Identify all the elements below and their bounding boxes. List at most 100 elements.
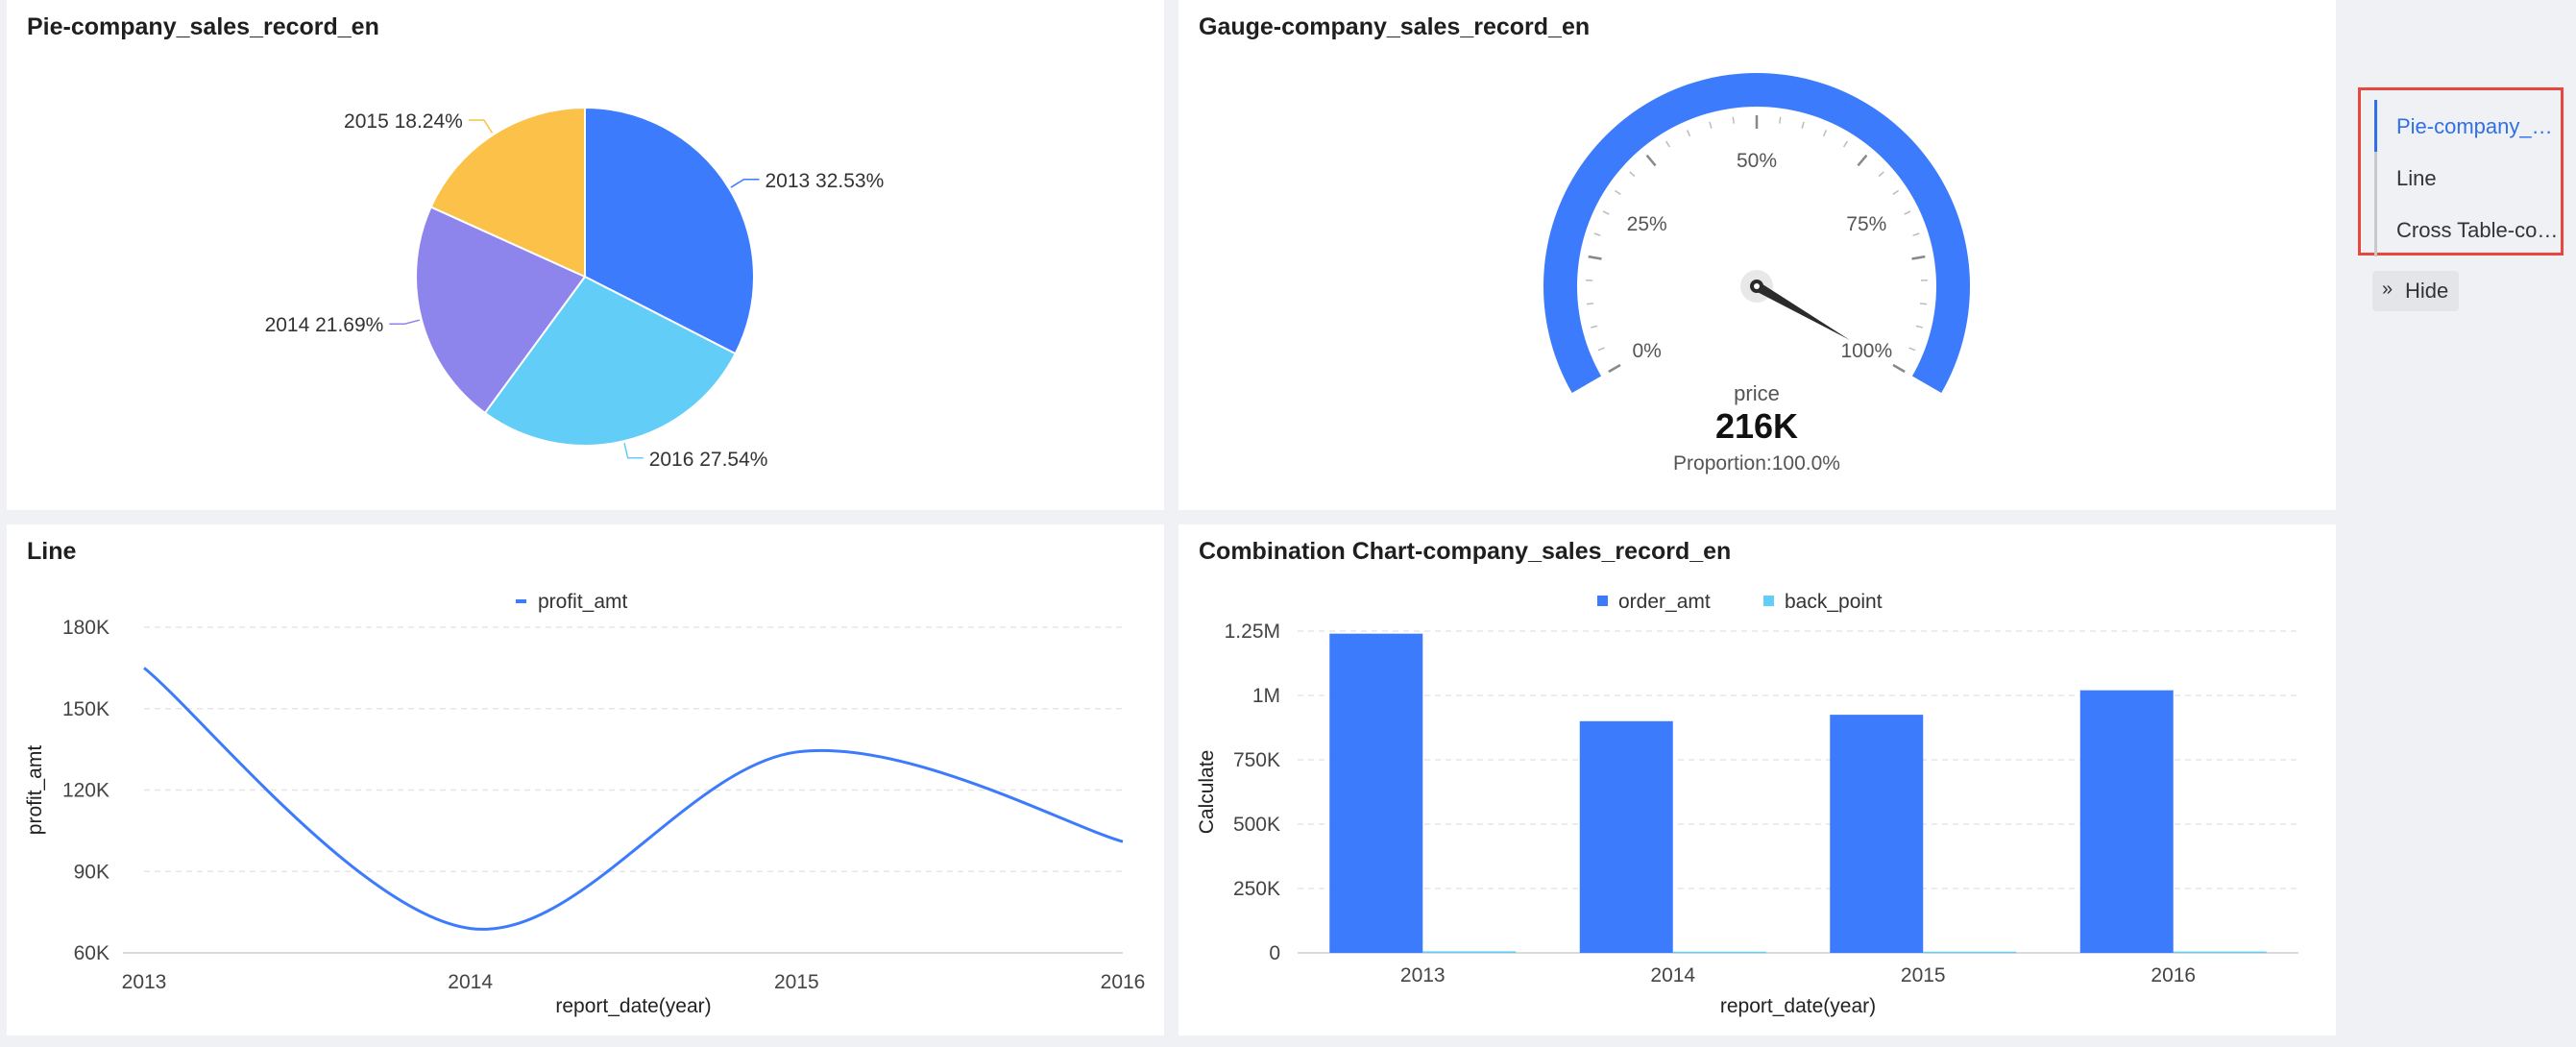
line-series-profit_amt [143, 667, 1124, 931]
pie-label-line-2013 [730, 179, 760, 188]
line-xtick-label-0: 2013 [122, 971, 167, 993]
chart-navigation-list: Pie-company_sales_record_en Line Cross T… [2358, 87, 2564, 256]
pie-chart: 2013 32.53% 2016 27.54% 2014 21.69% 2015 18… [265, 106, 885, 471]
gauge-tick-18 [1822, 130, 1828, 137]
line-xtick-label-2: 2015 [774, 971, 819, 993]
gauge-pointer-hub-center [1754, 283, 1760, 289]
gauge-tick-2 [1591, 325, 1598, 329]
line-xtick-label-3: 2016 [1101, 971, 1146, 993]
combo-xtick-label-3: 2016 [2151, 964, 2196, 986]
combo-bar-order_amt-2014 [1579, 720, 1673, 953]
gauge-tick-8 [1615, 189, 1621, 195]
line-y-axis-title: profit_amt [24, 745, 46, 836]
gauge-tick-16 [1779, 116, 1782, 124]
gauge-tick-label-4: 100% [1840, 340, 1892, 362]
pie-label-line-2016 [623, 443, 644, 459]
line-legend-label-0: profit_amt [538, 591, 628, 613]
gauge-proportion-text: Proportion:100.0% [1673, 452, 1840, 475]
combination-chart-title: Combination Chart-company_sales_record_e… [1199, 538, 1732, 565]
gauge-tick-30 [1892, 363, 1906, 374]
combo-bar-order_amt-2013 [1329, 633, 1423, 953]
gauge-tick-13 [1709, 121, 1713, 129]
gauge-tick-label-1: 25% [1627, 213, 1667, 235]
gauge-tick-29 [1908, 347, 1916, 352]
nav-item-line[interactable]: Line [2374, 152, 2561, 205]
combo-bar-back_point-2013 [1422, 951, 1517, 953]
combo-legend-label-1: back_point [1785, 591, 1883, 613]
pie-slice-2013 [584, 106, 755, 355]
hide-navigation-button[interactable]: » Hide [2372, 271, 2459, 311]
combo-ytick-label-4: 1M [1252, 685, 1280, 707]
gauge-value: 216K [1715, 406, 1798, 446]
combo-legend-label-0: order_amt [1618, 591, 1711, 613]
gauge-tick-25 [1911, 255, 1926, 260]
hide-button-label: Hide [2405, 279, 2449, 303]
pie-label-2015: 2015 18.24% [344, 110, 463, 133]
gauge-tick-7 [1602, 210, 1610, 215]
gauge-tick-6 [1593, 232, 1601, 236]
combo-xtick-label-0: 2013 [1400, 964, 1446, 986]
gauge-tick-21 [1878, 171, 1884, 178]
line-ytick-label-0: 60K [74, 942, 109, 964]
line-x-axis-title: report_date(year) [555, 995, 711, 1017]
gauge-tick-23 [1904, 210, 1911, 215]
combo-ytick-label-0: 0 [1269, 942, 1280, 964]
pie-slice-2016 [483, 275, 738, 447]
line-ytick-label-2: 120K [62, 780, 109, 802]
combo-bar-back_point-2014 [1672, 951, 1766, 954]
pie-label-line-2014 [389, 319, 421, 325]
combo-y-axis-title: Calculate [1196, 750, 1218, 835]
gauge-pointer [1754, 281, 1850, 340]
gauge-tick-17 [1801, 121, 1805, 129]
nav-item-pie[interactable]: Pie-company_sales_record_en [2374, 100, 2561, 153]
combo-bar-back_point-2016 [2173, 951, 2267, 954]
gauge-tick-5 [1588, 255, 1602, 260]
gauge-tick-24 [1912, 232, 1920, 236]
gauge-tick-9 [1629, 171, 1636, 178]
combo-ytick-label-1: 250K [1233, 878, 1280, 900]
gauge-tick-12 [1686, 130, 1691, 137]
pie-chart-title: Pie-company_sales_record_en [27, 13, 379, 40]
pie-label-2016: 2016 27.54% [649, 449, 768, 471]
gauge-chart-panel: Gauge-company_sales_record_en 0% 25% 50% 75… [1179, 0, 2336, 510]
line-chart-panel: Line 60K 90K 120K 150K 180K 2013 2014 2015 2016 r… [7, 524, 1164, 1035]
line-xtick-label-1: 2014 [448, 971, 493, 993]
gauge-tick-14 [1732, 116, 1735, 124]
nav-item-cross-table[interactable]: Cross Table-company_sales_record_en [2374, 204, 2561, 256]
gauge-tick-28 [1915, 325, 1923, 329]
combo-ytick-label-5: 1.25M [1225, 621, 1280, 643]
combination-chart: 0 250K 500K 750K 1M 1.25M 2013 2014 2015 2016 repo… [1196, 591, 2298, 1017]
line-ytick-label-1: 90K [74, 861, 109, 883]
combo-legend-marker-1 [1763, 596, 1774, 606]
gauge-tick-label-0: 0% [1633, 340, 1662, 362]
pie-label-2013: 2013 32.53% [766, 170, 885, 192]
pie-label-2014: 2014 21.69% [265, 314, 384, 336]
gauge-tick-19 [1842, 140, 1848, 148]
pie-chart-panel: Pie-company_sales_record_en 2013 32.53% 2… [7, 0, 1164, 510]
line-ytick-label-3: 150K [62, 698, 109, 720]
combo-ytick-label-2: 500K [1233, 814, 1280, 836]
double-chevron-right-icon: » [2382, 279, 2394, 300]
combo-xtick-label-1: 2014 [1650, 964, 1695, 986]
gauge-measure-label: price [1734, 381, 1780, 405]
gauge-tick-22 [1892, 189, 1899, 195]
gauge-tick-label-3: 75% [1846, 213, 1886, 235]
gauge-tick-20 [1857, 154, 1868, 167]
combo-x-axis-title: report_date(year) [1720, 995, 1876, 1017]
pie-label-line-2015 [468, 119, 494, 134]
gauge-tick-10 [1645, 154, 1657, 167]
gauge-fill-arc [1543, 73, 1970, 394]
combo-ytick-label-3: 750K [1233, 749, 1280, 771]
gauge-tick-11 [1665, 140, 1671, 148]
line-ytick-label-4: 180K [62, 617, 109, 639]
combo-legend-marker-0 [1597, 596, 1608, 606]
gauge-chart-title: Gauge-company_sales_record_en [1199, 13, 1591, 40]
pie-slice-2015 [429, 106, 586, 279]
gauge-tick-label-2: 50% [1737, 150, 1777, 172]
combo-bar-order_amt-2016 [2079, 690, 2174, 953]
combo-bar-back_point-2015 [1923, 951, 2017, 954]
line-chart-title: Line [27, 538, 77, 565]
line-chart: 60K 90K 120K 150K 180K 2013 2014 2015 2016 report… [24, 591, 1146, 1017]
gauge-tick-0 [1608, 363, 1621, 374]
